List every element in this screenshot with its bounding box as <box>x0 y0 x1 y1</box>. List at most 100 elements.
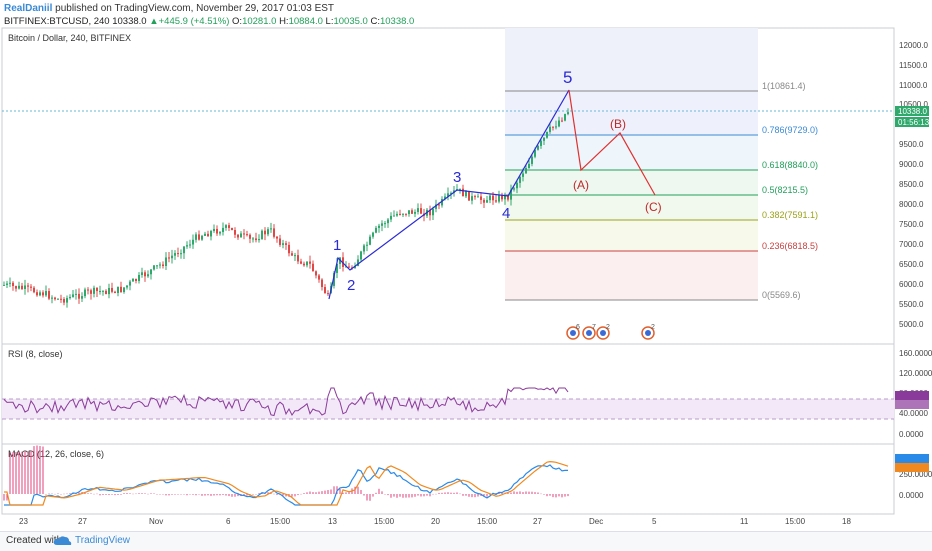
event-icons[interactable]: 6 7 2 2 <box>566 324 655 340</box>
svg-text:11: 11 <box>740 517 749 526</box>
macd-hist-bar <box>549 494 551 496</box>
macd-hist-bar <box>552 494 554 498</box>
candle-body <box>552 126 554 128</box>
author-link[interactable]: RealDaniil <box>4 3 53 14</box>
candle-body <box>300 261 302 264</box>
macd-hist-bar <box>366 494 368 501</box>
candle-body <box>267 229 269 235</box>
time-axis[interactable]: 23 27 Nov 6 15:00 13 15:00 20 15:00 27 D… <box>19 517 851 526</box>
macd-hist-bar <box>153 493 155 494</box>
macd-hist-bar <box>195 494 197 496</box>
candle-body <box>291 253 293 256</box>
macd-hist-bar <box>123 493 125 494</box>
macd-pane-title[interactable]: MACD (12, 26, close, 6) <box>8 449 104 459</box>
svg-text:120.0000: 120.0000 <box>899 369 932 378</box>
macd-hist-bar <box>201 494 203 496</box>
candle-body <box>459 188 461 190</box>
candle-body <box>297 255 299 262</box>
svg-text:10500.0: 10500.0 <box>899 100 928 109</box>
candle-body <box>189 244 191 246</box>
macd-hist-bar <box>531 491 533 494</box>
macd-pane[interactable] <box>1 443 895 515</box>
candle-body <box>99 290 101 292</box>
macd-hist-bar <box>513 491 515 494</box>
candle-body <box>252 238 254 240</box>
publish-text: published on TradingView.com, November 2… <box>52 3 335 14</box>
candle-body <box>567 112 569 115</box>
svg-text:250.0000: 250.0000 <box>899 470 932 479</box>
macd-hist-bar <box>483 494 485 497</box>
macd-hist-bar <box>486 494 488 497</box>
event-flag-icon[interactable]: 2 <box>641 324 655 340</box>
event-flag-icon[interactable]: 6 <box>566 324 580 340</box>
rsi-pane[interactable] <box>1 343 895 445</box>
macd-hist-bar <box>420 494 422 497</box>
macd-hist-bar <box>444 492 446 494</box>
macd-hist-bar <box>372 494 374 497</box>
macd-hist-bar <box>108 494 110 496</box>
tradingview-cloud-icon[interactable] <box>53 534 73 548</box>
impulse-wave-path[interactable] <box>328 89 570 300</box>
event-flag-icon[interactable]: 2 <box>596 324 610 340</box>
event-count-4: 2 <box>651 324 655 331</box>
fib-retracement[interactable] <box>505 28 758 301</box>
macd-hist-bar <box>306 492 308 494</box>
footer-bar: Created with TradingView <box>0 531 932 551</box>
candle-body <box>150 269 152 275</box>
macd-hist-bar <box>321 491 323 494</box>
svg-text:7500.0: 7500.0 <box>899 220 924 229</box>
candle-body <box>36 292 38 296</box>
macd-hist-bar <box>468 494 470 497</box>
macd-hist-bar <box>6 494 8 501</box>
candle-body <box>162 264 164 266</box>
macd-hist-bar <box>15 452 17 494</box>
macd-hist-bar <box>357 486 359 494</box>
macd-hist-bar <box>342 492 344 494</box>
rsi-line[interactable] <box>3 387 569 417</box>
candle-body <box>390 215 392 220</box>
svg-text:8000.0: 8000.0 <box>899 200 924 209</box>
candle-body <box>477 196 479 198</box>
main-pane-title[interactable]: Bitcoin / Dollar, 240, BITFINEX <box>8 33 131 43</box>
candle-body <box>495 200 497 202</box>
macd-hist-bar <box>189 494 191 495</box>
macd-hist-bar <box>12 452 14 494</box>
tradingview-link[interactable]: TradingView <box>75 535 131 546</box>
price-axis[interactable]: 12000.0 11500.0 11000.0 10500.0 10000.0 … <box>899 41 928 329</box>
high-label: H: <box>279 16 289 27</box>
candle-body <box>102 290 104 292</box>
candle-body <box>357 259 359 267</box>
candle-body <box>414 211 416 214</box>
candle-body <box>210 231 212 237</box>
macd-hist-bar <box>147 493 149 495</box>
macd-hist-bar <box>42 446 44 494</box>
macd-axis[interactable]: 250.0000 0.0000 <box>899 470 932 500</box>
event-flag-icon[interactable]: 7 <box>582 324 596 340</box>
candle-body <box>402 213 404 215</box>
macd-hist-bar <box>225 494 227 496</box>
wave-label-5: 5 <box>563 68 572 87</box>
signal-line[interactable] <box>4 460 569 506</box>
macd-hist-bar <box>423 494 425 497</box>
macd-hist-bar <box>399 494 401 497</box>
candle-body <box>345 266 347 268</box>
svg-text:5: 5 <box>652 517 657 526</box>
macd-hist-bar <box>192 494 194 495</box>
candle-body <box>393 215 395 217</box>
macd-hist-bar <box>519 491 521 494</box>
macd-hist-bar <box>168 494 170 496</box>
correction-wave-path[interactable] <box>568 89 656 196</box>
macd-hist-bar <box>477 494 479 497</box>
macd-hist-bar <box>447 492 449 494</box>
candle-body <box>171 255 173 259</box>
rsi-pane-title[interactable]: RSI (8, close) <box>8 349 63 359</box>
price-candles[interactable] <box>3 108 569 308</box>
macd-hist-bar <box>474 494 476 498</box>
macd-hist-bar <box>111 494 113 495</box>
candle-body <box>372 232 374 237</box>
symbol-label[interactable]: BITFINEX:BTCUSD, 240 <box>4 16 110 27</box>
main-pane[interactable] <box>1 27 895 345</box>
macd-hist-bar <box>303 493 305 494</box>
macd-hist-bar <box>252 494 254 495</box>
